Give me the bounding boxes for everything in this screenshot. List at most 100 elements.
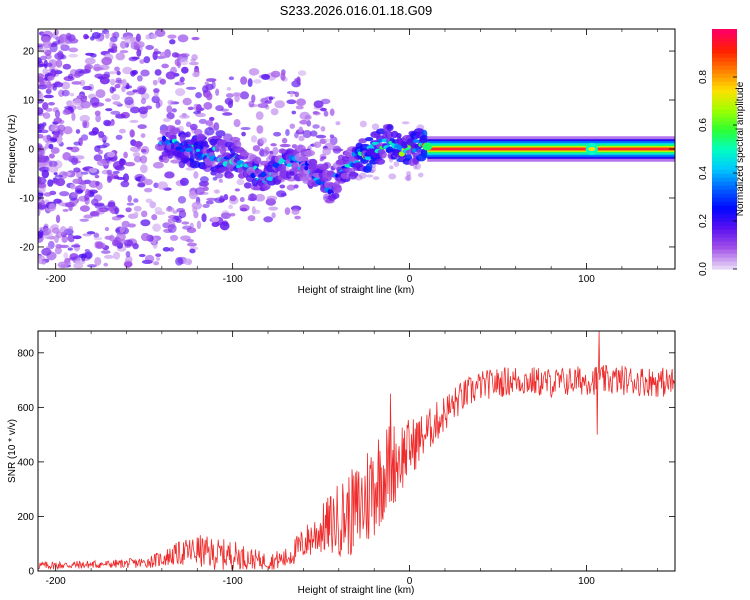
snr-y-tick-label: 800	[17, 348, 34, 359]
spectrogram-noise-blob	[57, 124, 66, 132]
spectrogram-noise-blob	[143, 56, 151, 64]
spectrogram-noise-blob	[135, 33, 141, 42]
spectrogram-noise-blob	[114, 66, 120, 72]
spectrogram-band-start	[422, 142, 433, 151]
spectrogram-noise-blob	[38, 186, 46, 194]
spectrogram-noise-blob	[155, 257, 161, 261]
spectrogram-noise-blob	[319, 158, 324, 162]
spectrogram-noise-blob	[106, 151, 116, 158]
spectrogram-noise-blob	[107, 48, 115, 53]
spectrogram-noise-blob	[185, 121, 192, 128]
spectrogram-noise-blob	[272, 146, 279, 156]
spectrogram-noise-blob	[48, 160, 58, 168]
spectrogram-noise-blob	[323, 110, 329, 117]
spectrogram-noise-blob	[80, 95, 88, 103]
spectrogram-noise-blob	[255, 111, 264, 120]
spectrogram-noise-blob	[274, 100, 285, 109]
colorbar-swatch	[712, 109, 737, 114]
spectrogram-noise-blob	[125, 250, 131, 258]
spectrogram-noise-blob	[154, 69, 162, 76]
spectrogram-noise-blob	[42, 112, 51, 119]
spectrogram-noise-blob	[154, 207, 163, 213]
spectrogram-ridge-blob	[384, 130, 394, 140]
spectrogram-noise-blob	[358, 172, 367, 179]
spectrogram-noise-blob	[236, 178, 245, 186]
spectrogram-noise-blob	[94, 174, 100, 179]
spectrogram-noise-blob	[195, 92, 202, 99]
spectrogram-noise-blob	[64, 202, 75, 208]
spectrogram-noise-blob	[79, 205, 90, 212]
spectrogram-noise-blob	[38, 78, 48, 86]
spectrogram-noise-blob	[261, 73, 271, 80]
colorbar-swatch	[712, 241, 737, 246]
spectrogram-noise-blob	[101, 56, 113, 66]
spectrogram-noise-blob	[42, 122, 47, 127]
spectrogram-noise-blob	[193, 210, 199, 219]
colorbar-swatch	[712, 253, 737, 258]
spectrogram-noise-blob	[165, 71, 176, 80]
colorbar-swatch	[712, 201, 737, 206]
spectrogram-noise-blob	[167, 218, 172, 224]
spectrogram-noise-blob	[48, 143, 54, 150]
spectrogram-noise-blob	[41, 247, 52, 256]
spectrogram-noise-blob	[289, 90, 294, 98]
spectrogram-noise-blob	[38, 73, 45, 79]
spectrogram-noise-blob	[329, 134, 335, 139]
spectrogram-noise	[38, 29, 430, 269]
spectrogram-noise-blob	[48, 203, 57, 212]
colorbar-swatch	[712, 149, 737, 154]
spectrogram-noise-blob	[133, 198, 139, 203]
spectrogram-noise-blob	[119, 40, 127, 49]
colorbar-swatch	[712, 137, 737, 142]
spectrogram-noise-blob	[61, 81, 71, 90]
spectrogram-noise-blob	[68, 47, 79, 53]
colorbar-tick-label: 0.2	[698, 214, 709, 228]
spectrogram-x-tick-label: 0	[407, 274, 413, 285]
spectrogram-noise-blob	[98, 76, 106, 80]
spectrogram-noise-blob	[157, 181, 169, 190]
colorbar-swatch	[712, 197, 737, 202]
spectrogram-noise-blob	[294, 91, 300, 98]
spectrogram-noise-blob	[41, 227, 52, 236]
spectrogram-noise-blob	[179, 58, 189, 66]
spectrogram-noise-blob	[109, 78, 116, 86]
spectrogram-noise-blob	[98, 131, 105, 138]
spectrogram-noise-blob	[177, 34, 189, 43]
spectrogram-noise-blob	[45, 142, 50, 149]
spectrogram-noise-blob	[50, 147, 60, 154]
spectrogram-noise-blob	[171, 52, 179, 58]
spectrogram-noise-blob	[84, 196, 90, 205]
spectrogram-noise-blob	[179, 177, 189, 186]
spectrogram-noise-blob	[48, 166, 59, 173]
spectrogram-noise-blob	[254, 193, 266, 202]
colorbar-swatch	[712, 69, 737, 74]
spectrogram-noise-blob	[215, 189, 221, 194]
spectrogram-noise-blob	[159, 78, 167, 85]
colorbar-tick-label: 0.4	[698, 166, 709, 180]
spectrogram-ridge-blob	[226, 173, 233, 178]
colorbar-swatch	[712, 61, 737, 66]
spectrogram-noise-blob	[250, 193, 255, 199]
spectrogram-noise-blob	[271, 212, 276, 219]
spectrogram-noise-blob	[215, 130, 226, 137]
spectrogram-ridge	[157, 123, 675, 204]
spectrogram-noise-blob	[270, 70, 281, 78]
spectrogram-noise-blob	[205, 200, 214, 205]
spectrogram-noise-blob	[38, 107, 44, 115]
spectrogram-noise-blob	[187, 259, 192, 265]
spectrogram-noise-blob	[67, 247, 73, 251]
spectrogram-noise-blob	[251, 94, 256, 103]
spectrogram-noise-blob	[130, 70, 136, 77]
spectrogram-noise-blob	[249, 68, 258, 76]
spectrogram-noise-blob	[132, 89, 138, 93]
spectrogram-noise-blob	[140, 210, 148, 218]
spectrogram-noise-blob	[260, 97, 269, 104]
colorbar-swatch	[712, 45, 737, 50]
spectrogram-noise-blob	[198, 180, 209, 187]
spectrogram-noise-blob	[145, 105, 153, 110]
colorbar-swatch	[712, 181, 737, 186]
spectrogram-noise-blob	[268, 96, 274, 101]
colorbar-tick-label: 0.6	[698, 118, 709, 132]
spectrogram-noise-blob	[38, 229, 44, 239]
spectrogram-noise-blob	[165, 206, 175, 213]
